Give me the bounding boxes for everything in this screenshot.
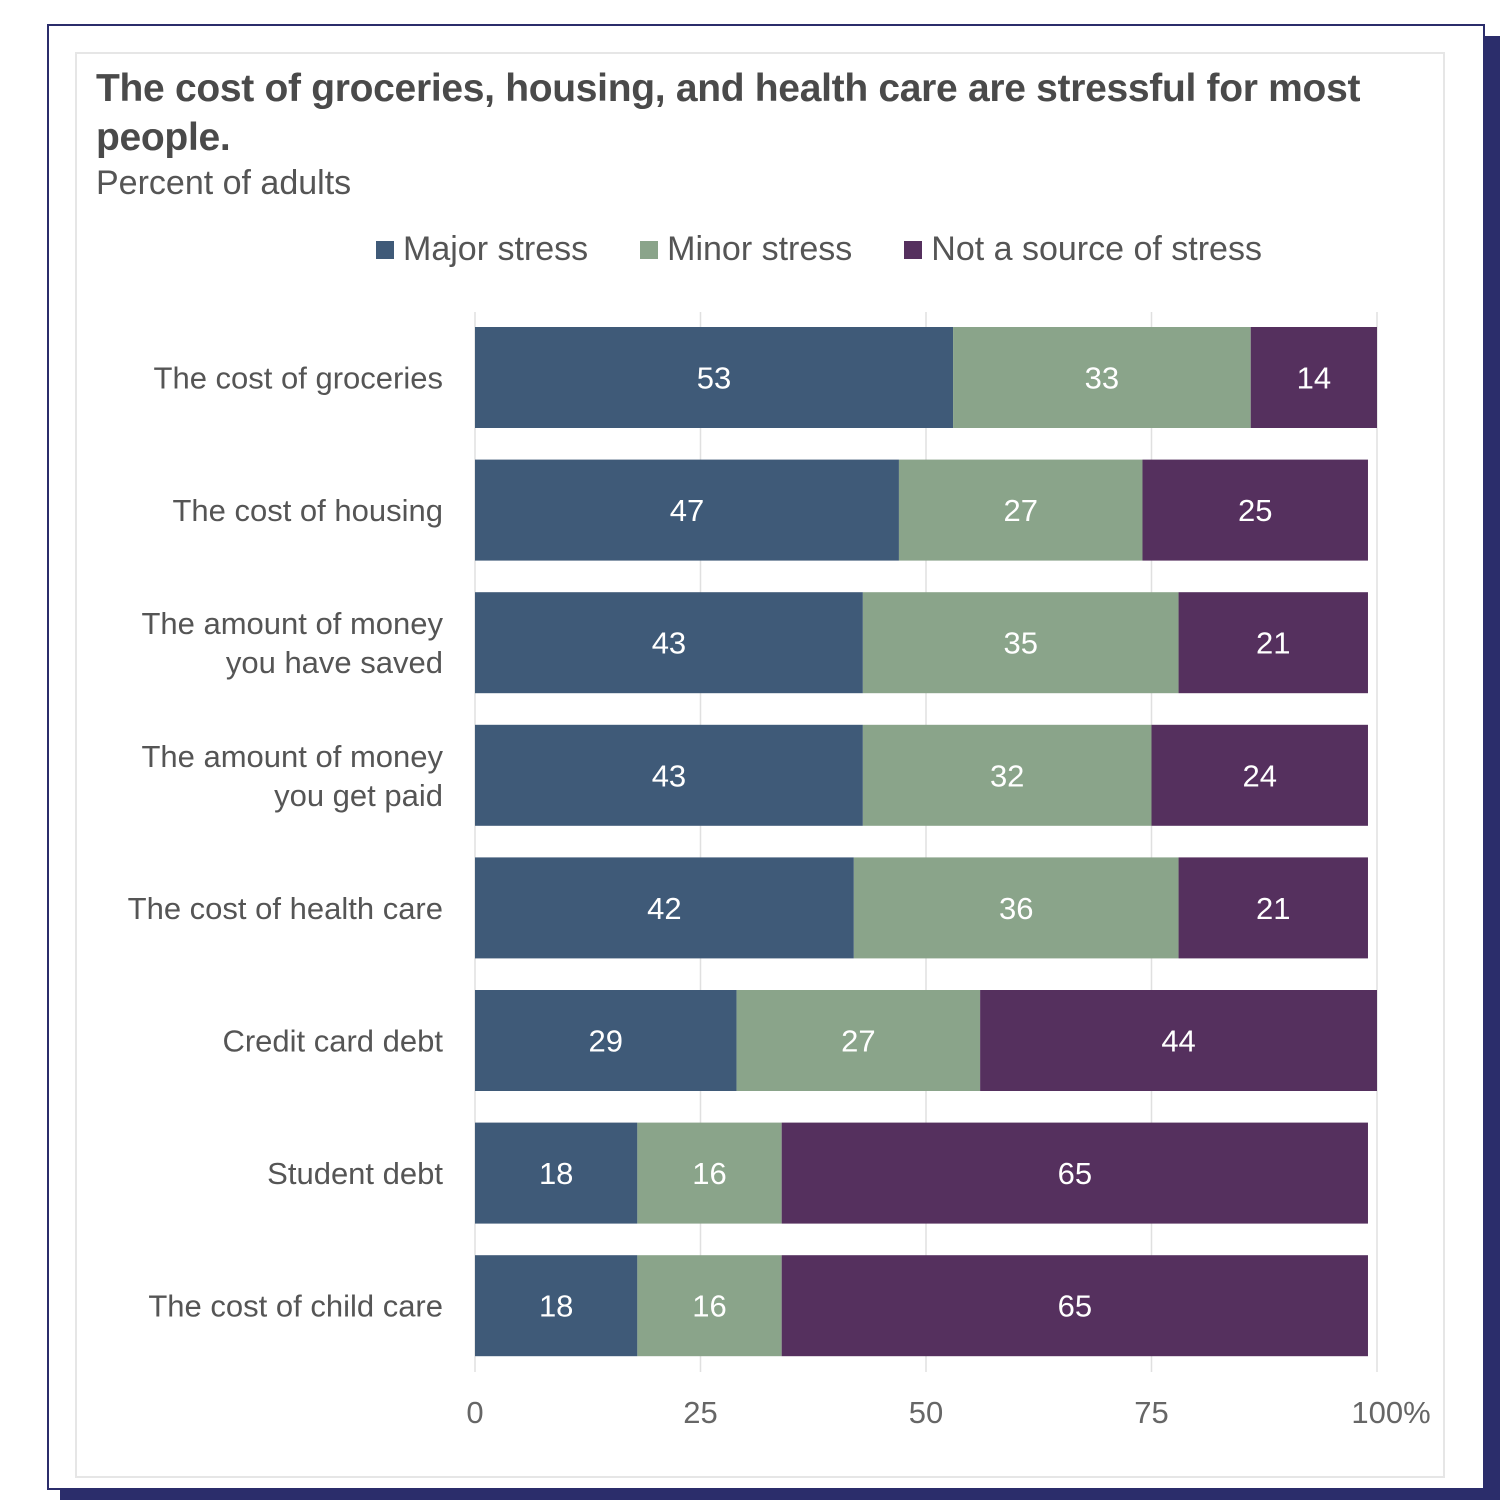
bar-value-label: 27 — [1003, 493, 1037, 528]
bar-value-label: 16 — [692, 1156, 726, 1191]
bar-not-a-source-of-stress-the-amount-of-money-you-get-paid — [1151, 724, 1368, 826]
bar-value-label: 24 — [1242, 758, 1276, 793]
bar-value-label: 44 — [1161, 1024, 1195, 1059]
bar-value-label: 65 — [1058, 1289, 1092, 1324]
bar-value-label: 27 — [841, 1024, 875, 1059]
category-label-line: The cost of health care — [128, 891, 443, 926]
bar-value-label: 18 — [539, 1156, 573, 1191]
category-label: The cost of housing — [172, 493, 443, 528]
bar-major-stress-credit-card-debt — [475, 990, 737, 1091]
legend-swatch-minor-stress — [640, 240, 659, 259]
category-labels: The cost of groceries The cost of housing… — [128, 361, 444, 1324]
category-label: The cost of child care — [148, 1289, 443, 1324]
bar-value-label: 33 — [1085, 361, 1119, 396]
x-tick-label: 100% — [1351, 1395, 1430, 1430]
category-label: The amount of money you get paid — [141, 739, 443, 813]
chart-subtitle: Percent of adults — [96, 164, 352, 202]
bar-value-label: 35 — [1003, 626, 1037, 661]
bar-major-stress-the-cost-of-groceries — [475, 327, 954, 428]
category-label-line: Credit card debt — [222, 1024, 443, 1059]
bar-not-a-source-of-stress-the-cost-of-health-care — [1178, 857, 1368, 959]
bar-value-label: 14 — [1297, 361, 1331, 396]
legend-swatch-not-a-source — [904, 240, 923, 259]
category-label-line: you have saved — [226, 645, 443, 680]
legend: Major stress Minor stress Not a source o… — [376, 230, 1314, 269]
legend-label-minor-stress: Minor stress — [667, 230, 853, 268]
bar-value-label: 32 — [990, 758, 1024, 793]
bar-major-stress-the-amount-of-money-you-have-saved — [475, 592, 863, 694]
category-label: Student debt — [267, 1156, 443, 1191]
bar-not-a-source-of-stress-the-cost-of-child-care — [781, 1255, 1368, 1357]
category-label: The amount of money you have saved — [141, 606, 443, 680]
bar-major-stress-student-debt — [475, 1122, 638, 1224]
category-label: The cost of groceries — [154, 361, 443, 396]
bar-value-label: 43 — [652, 758, 686, 793]
bar-major-stress-the-cost-of-child-care — [475, 1255, 638, 1357]
bar-not-a-source-of-stress-the-cost-of-housing — [1142, 459, 1368, 561]
legend-label-major-stress: Major stress — [403, 230, 589, 268]
bar-minor-stress-the-cost-of-child-care — [637, 1255, 782, 1357]
category-label-line: you get paid — [274, 778, 443, 813]
x-tick-label: 0 — [466, 1395, 483, 1430]
bar-major-stress-the-cost-of-housing — [475, 459, 899, 561]
bar-value-label: 65 — [1058, 1156, 1092, 1191]
legend-item-minor-stress: Minor stress — [640, 230, 852, 269]
category-label-line: The amount of money — [141, 739, 443, 774]
bar-minor-stress-the-cost-of-groceries — [953, 327, 1251, 428]
bar-minor-stress-the-cost-of-health-care — [853, 857, 1179, 959]
bar-major-stress-the-cost-of-health-care — [475, 857, 854, 959]
bar-value-label: 18 — [539, 1289, 573, 1324]
category-label-line: The amount of money — [141, 606, 443, 641]
chart-title: The cost of groceries, housing, and heal… — [96, 67, 1361, 159]
x-tick-label: 50 — [909, 1395, 943, 1430]
legend-item-major-stress: Major stress — [376, 230, 588, 269]
bar-major-stress-the-amount-of-money-you-get-paid — [475, 724, 863, 826]
category-label: Credit card debt — [222, 1024, 443, 1059]
x-axis-tick-labels: 0 25 50 75 100% — [466, 1395, 1430, 1430]
bar-minor-stress-the-amount-of-money-you-get-paid — [862, 724, 1152, 826]
category-label-line: The cost of child care — [148, 1289, 443, 1324]
x-tick-label: 75 — [1134, 1395, 1168, 1430]
legend-item-not-a-source: Not a source of stress — [904, 230, 1262, 269]
bar-not-a-source-of-stress-student-debt — [781, 1122, 1368, 1224]
bar-value-label: 21 — [1256, 626, 1290, 661]
bar-value-label: 47 — [670, 493, 704, 528]
legend-swatch-major-stress — [376, 240, 394, 259]
bar-value-label: 42 — [647, 891, 681, 926]
x-tick-label: 25 — [683, 1395, 717, 1430]
bar-value-label: 16 — [692, 1289, 726, 1324]
bar-minor-stress-student-debt — [637, 1122, 782, 1224]
category-label: The cost of health care — [128, 891, 443, 926]
category-label-line: Student debt — [267, 1156, 443, 1191]
legend-label-not-a-source: Not a source of stress — [931, 230, 1262, 268]
bar-value-label: 53 — [697, 361, 731, 396]
category-label-line: The cost of groceries — [154, 361, 443, 396]
bar-minor-stress-credit-card-debt — [736, 990, 981, 1091]
bar-value-label: 29 — [589, 1024, 623, 1059]
bar-not-a-source-of-stress-credit-card-debt — [980, 990, 1377, 1091]
bar-not-a-source-of-stress-the-amount-of-money-you-have-saved — [1178, 592, 1368, 694]
bar-minor-stress-the-amount-of-money-you-have-saved — [862, 592, 1179, 694]
bar-value-label: 21 — [1256, 891, 1290, 926]
bar-minor-stress-the-cost-of-housing — [898, 459, 1143, 561]
bar-value-label: 43 — [652, 626, 686, 661]
bar-value-label: 25 — [1238, 493, 1272, 528]
category-label-line: The cost of housing — [172, 493, 443, 528]
bar-not-a-source-of-stress-the-cost-of-groceries — [1250, 327, 1377, 428]
bars: 53 33 14 47 27 25 43 35 21 43 32 24 42 36 21 29 27 44 18 16… — [475, 327, 1377, 1357]
bar-value-label: 36 — [999, 891, 1033, 926]
